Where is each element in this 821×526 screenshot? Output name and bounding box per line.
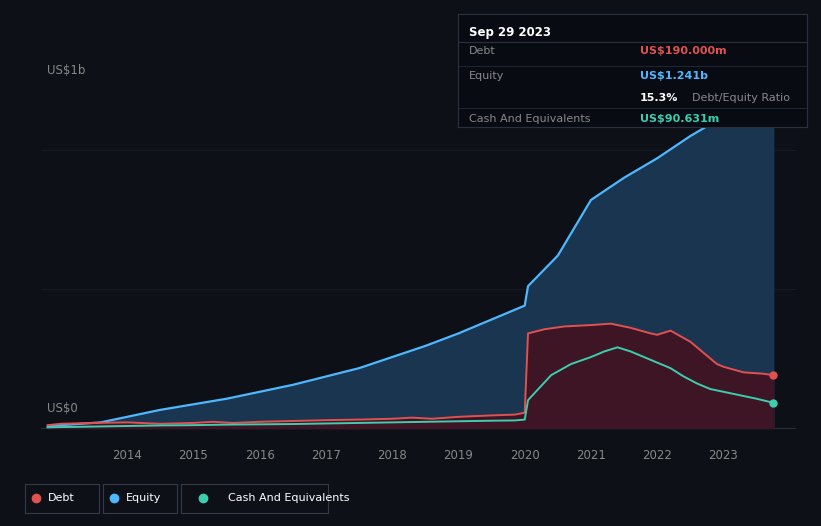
Text: Equity: Equity bbox=[469, 70, 504, 81]
Text: US$0: US$0 bbox=[47, 401, 78, 414]
Text: Debt: Debt bbox=[469, 46, 495, 56]
Text: US$1b: US$1b bbox=[47, 64, 85, 77]
Text: US$190.000m: US$190.000m bbox=[640, 46, 727, 56]
Text: Debt/Equity Ratio: Debt/Equity Ratio bbox=[692, 94, 790, 104]
Text: US$90.631m: US$90.631m bbox=[640, 114, 719, 124]
Text: 15.3%: 15.3% bbox=[640, 94, 678, 104]
Text: US$1.241b: US$1.241b bbox=[640, 70, 708, 81]
Text: Sep 29 2023: Sep 29 2023 bbox=[469, 25, 551, 38]
Text: Equity: Equity bbox=[126, 493, 162, 503]
Text: Cash And Equivalents: Cash And Equivalents bbox=[228, 493, 350, 503]
Text: Cash And Equivalents: Cash And Equivalents bbox=[469, 114, 590, 124]
Text: Debt: Debt bbox=[48, 493, 75, 503]
